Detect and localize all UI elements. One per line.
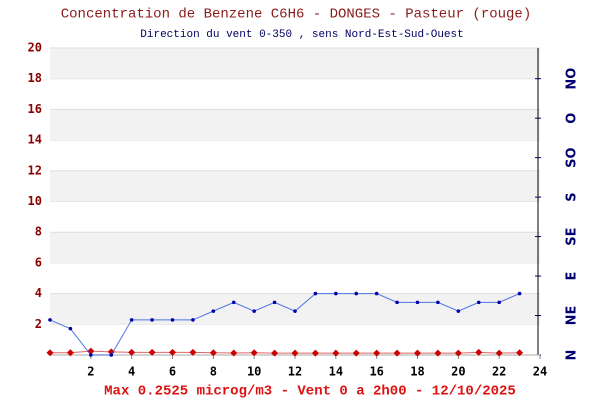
x-tick-label: 14: [329, 365, 343, 379]
y-tick-label: 6: [35, 255, 42, 269]
series-line: [49, 293, 520, 356]
point: [128, 348, 136, 356]
grid-band: [50, 48, 540, 79]
point: [231, 300, 236, 305]
x-tick-label: 8: [210, 365, 217, 379]
y2-tick-label: O: [565, 113, 580, 124]
point: [374, 291, 379, 296]
point: [415, 300, 420, 305]
point: [46, 349, 54, 357]
x-tick-label: 12: [288, 365, 302, 379]
point: [293, 309, 297, 313]
x-tick-label: 24: [533, 365, 547, 379]
point: [436, 300, 440, 305]
point: [252, 309, 256, 313]
y2-tick-label: S: [565, 192, 580, 201]
y-tick-label: 10: [28, 194, 42, 208]
y2-tick-label: NO: [565, 68, 580, 90]
point: [313, 291, 318, 296]
point: [516, 349, 524, 357]
point: [354, 291, 359, 296]
y-tick-label: 12: [28, 163, 42, 177]
x-tick-label: 2: [87, 365, 94, 379]
point: [209, 349, 217, 357]
chart-footer: Max 0.2525 microg/m3 - Vent 0 a 2h00 - 1…: [104, 384, 516, 400]
x-tick-label: 10: [247, 365, 261, 379]
chart-title: Concentration de Benzene C6H6 - DONGES -…: [61, 7, 531, 23]
point: [456, 309, 461, 313]
point: [230, 349, 238, 357]
point: [148, 348, 156, 356]
point: [517, 291, 522, 296]
y-tick-label: 16: [28, 102, 42, 116]
y-tick-label: 18: [28, 71, 42, 85]
point: [170, 318, 175, 322]
point: [250, 349, 258, 357]
point: [311, 349, 319, 357]
point: [68, 326, 73, 331]
point: [169, 348, 176, 356]
point: [189, 348, 197, 356]
point: [291, 349, 299, 357]
point: [352, 349, 360, 357]
point: [109, 353, 114, 357]
y-tick-label: 8: [35, 225, 42, 239]
point: [66, 349, 74, 357]
y-tick-label: 4: [35, 286, 42, 300]
point: [271, 349, 279, 357]
y-tick-label: 14: [28, 133, 42, 147]
y2-tick-label: E: [565, 272, 580, 281]
point: [107, 348, 115, 356]
point: [454, 349, 462, 357]
point: [129, 318, 134, 322]
point: [434, 349, 442, 357]
point: [48, 318, 52, 322]
y2-tick-label: SE: [565, 227, 580, 245]
x-tick-label: 20: [451, 365, 465, 379]
point: [476, 300, 481, 305]
y-tick-label: 2: [35, 317, 42, 331]
x-tick-label: 4: [128, 365, 135, 379]
x-tick-label: 18: [410, 365, 424, 379]
point: [272, 300, 277, 305]
grid-band: [50, 232, 540, 263]
point: [393, 349, 401, 357]
y2-tick-label: SO: [565, 147, 580, 167]
grid-band: [50, 293, 540, 325]
chart-subtitle: Direction du vent 0-350 , sens Nord-Est-…: [140, 29, 463, 41]
point: [150, 318, 154, 322]
x-tick-label: 22: [492, 365, 506, 379]
grid-band: [50, 170, 540, 202]
grid-band: [50, 109, 540, 141]
point: [89, 353, 93, 357]
y2-tick-label: N: [565, 350, 580, 361]
point: [475, 348, 483, 356]
y-tick-label: 20: [28, 41, 42, 55]
point: [332, 349, 340, 357]
point: [495, 349, 503, 357]
x-tick-label: 6: [169, 365, 176, 379]
y2-tick-label: NE: [565, 306, 580, 326]
point: [497, 300, 501, 305]
point: [211, 309, 216, 313]
x-tick-label: 16: [369, 365, 383, 379]
point: [334, 291, 338, 296]
point: [395, 300, 399, 305]
point: [373, 349, 381, 357]
point: [414, 349, 421, 357]
point: [191, 318, 195, 322]
